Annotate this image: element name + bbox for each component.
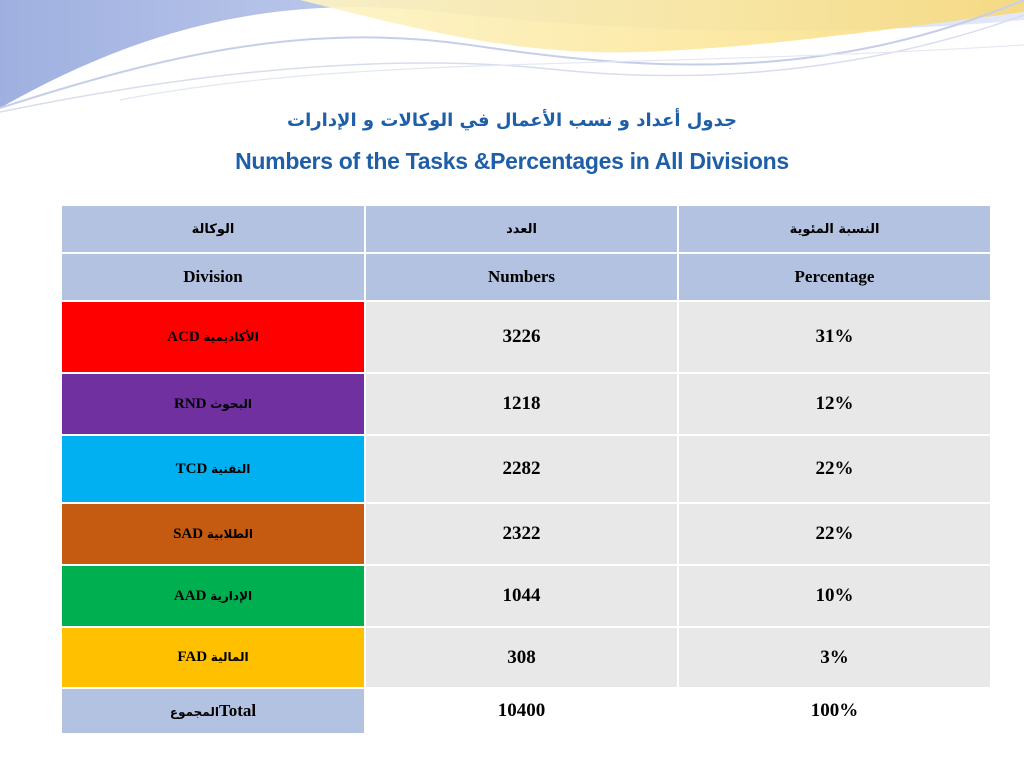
table-row: SAD الطلابية 2322 22% xyxy=(60,502,992,566)
division-code: SAD xyxy=(173,525,204,542)
division-cell-acd: ACD الأكاديمية xyxy=(60,300,366,374)
division-cell-tcd: TCD التقنية xyxy=(60,434,366,504)
header-percentage-en: Percentage xyxy=(677,252,992,302)
total-label-ar: المجموع xyxy=(169,705,219,719)
division-cell-aad: AAD الإدارية xyxy=(60,564,366,628)
number-cell: 3226 xyxy=(364,300,679,374)
division-name-ar: المالية xyxy=(210,650,249,664)
header-numbers-ar: العدد xyxy=(364,204,679,254)
percent-cell: 22% xyxy=(677,434,992,504)
percent-cell: 22% xyxy=(677,502,992,566)
header-division-ar: الوكالة xyxy=(60,204,366,254)
table-row: FAD المالية 308 3% xyxy=(60,626,992,689)
tasks-table: الوكالة العدد النسبة المئوية Division Nu… xyxy=(60,204,992,735)
division-name-ar: البحوث xyxy=(210,396,252,411)
number-cell: 2282 xyxy=(364,434,679,504)
division-code: FAD xyxy=(177,649,208,665)
percent-cell: 12% xyxy=(677,372,992,436)
total-percent-cell: 100% xyxy=(677,687,992,735)
division-cell-fad: FAD المالية xyxy=(60,626,366,689)
header-swoosh-decoration xyxy=(0,0,1024,113)
division-code: RND xyxy=(174,395,207,412)
percent-cell: 31% xyxy=(677,300,992,374)
division-name-ar: الأكاديمية xyxy=(203,329,259,344)
number-cell: 308 xyxy=(364,626,679,689)
division-code: AAD xyxy=(173,587,207,604)
percent-cell: 10% xyxy=(677,564,992,628)
table-row: AAD الإدارية 1044 10% xyxy=(60,564,992,628)
header-row-arabic: الوكالة العدد النسبة المئوية xyxy=(60,204,992,254)
total-row: المجموعTotal 10400 100% xyxy=(60,687,992,735)
header-row-english: Division Numbers Percentage xyxy=(60,252,992,302)
table-row: ACD الأكاديمية 3226 31% xyxy=(60,300,992,374)
division-name-ar: التقنية xyxy=(211,461,251,476)
division-code: ACD xyxy=(167,328,200,345)
division-cell-sad: SAD الطلابية xyxy=(60,502,366,566)
division-code: TCD xyxy=(175,460,208,477)
division-cell-rnd: RND البحوث xyxy=(60,372,366,436)
header-numbers-en: Numbers xyxy=(364,252,679,302)
division-name-ar: الإدارية xyxy=(210,588,253,603)
header-division-en: Division xyxy=(60,252,366,302)
number-cell: 1044 xyxy=(364,564,679,628)
total-number-cell: 10400 xyxy=(364,687,679,735)
number-cell: 2322 xyxy=(364,502,679,566)
total-label-cell: المجموعTotal xyxy=(60,687,366,735)
division-name-ar: الطلابية xyxy=(206,526,253,541)
header-percentage-ar: النسبة المئوية xyxy=(677,204,992,254)
percent-cell: 3% xyxy=(677,626,992,689)
table-row: TCD التقنية 2282 22% xyxy=(60,434,992,504)
title-english: Numbers of the Tasks &Percentages in All… xyxy=(235,148,789,174)
number-cell: 1218 xyxy=(364,372,679,436)
table-row: RND البحوث 1218 12% xyxy=(60,372,992,436)
title-arabic: جدول أعداد و نسب الأعمال في الوكالات و ا… xyxy=(287,110,737,131)
total-label-en: Total xyxy=(218,701,257,720)
